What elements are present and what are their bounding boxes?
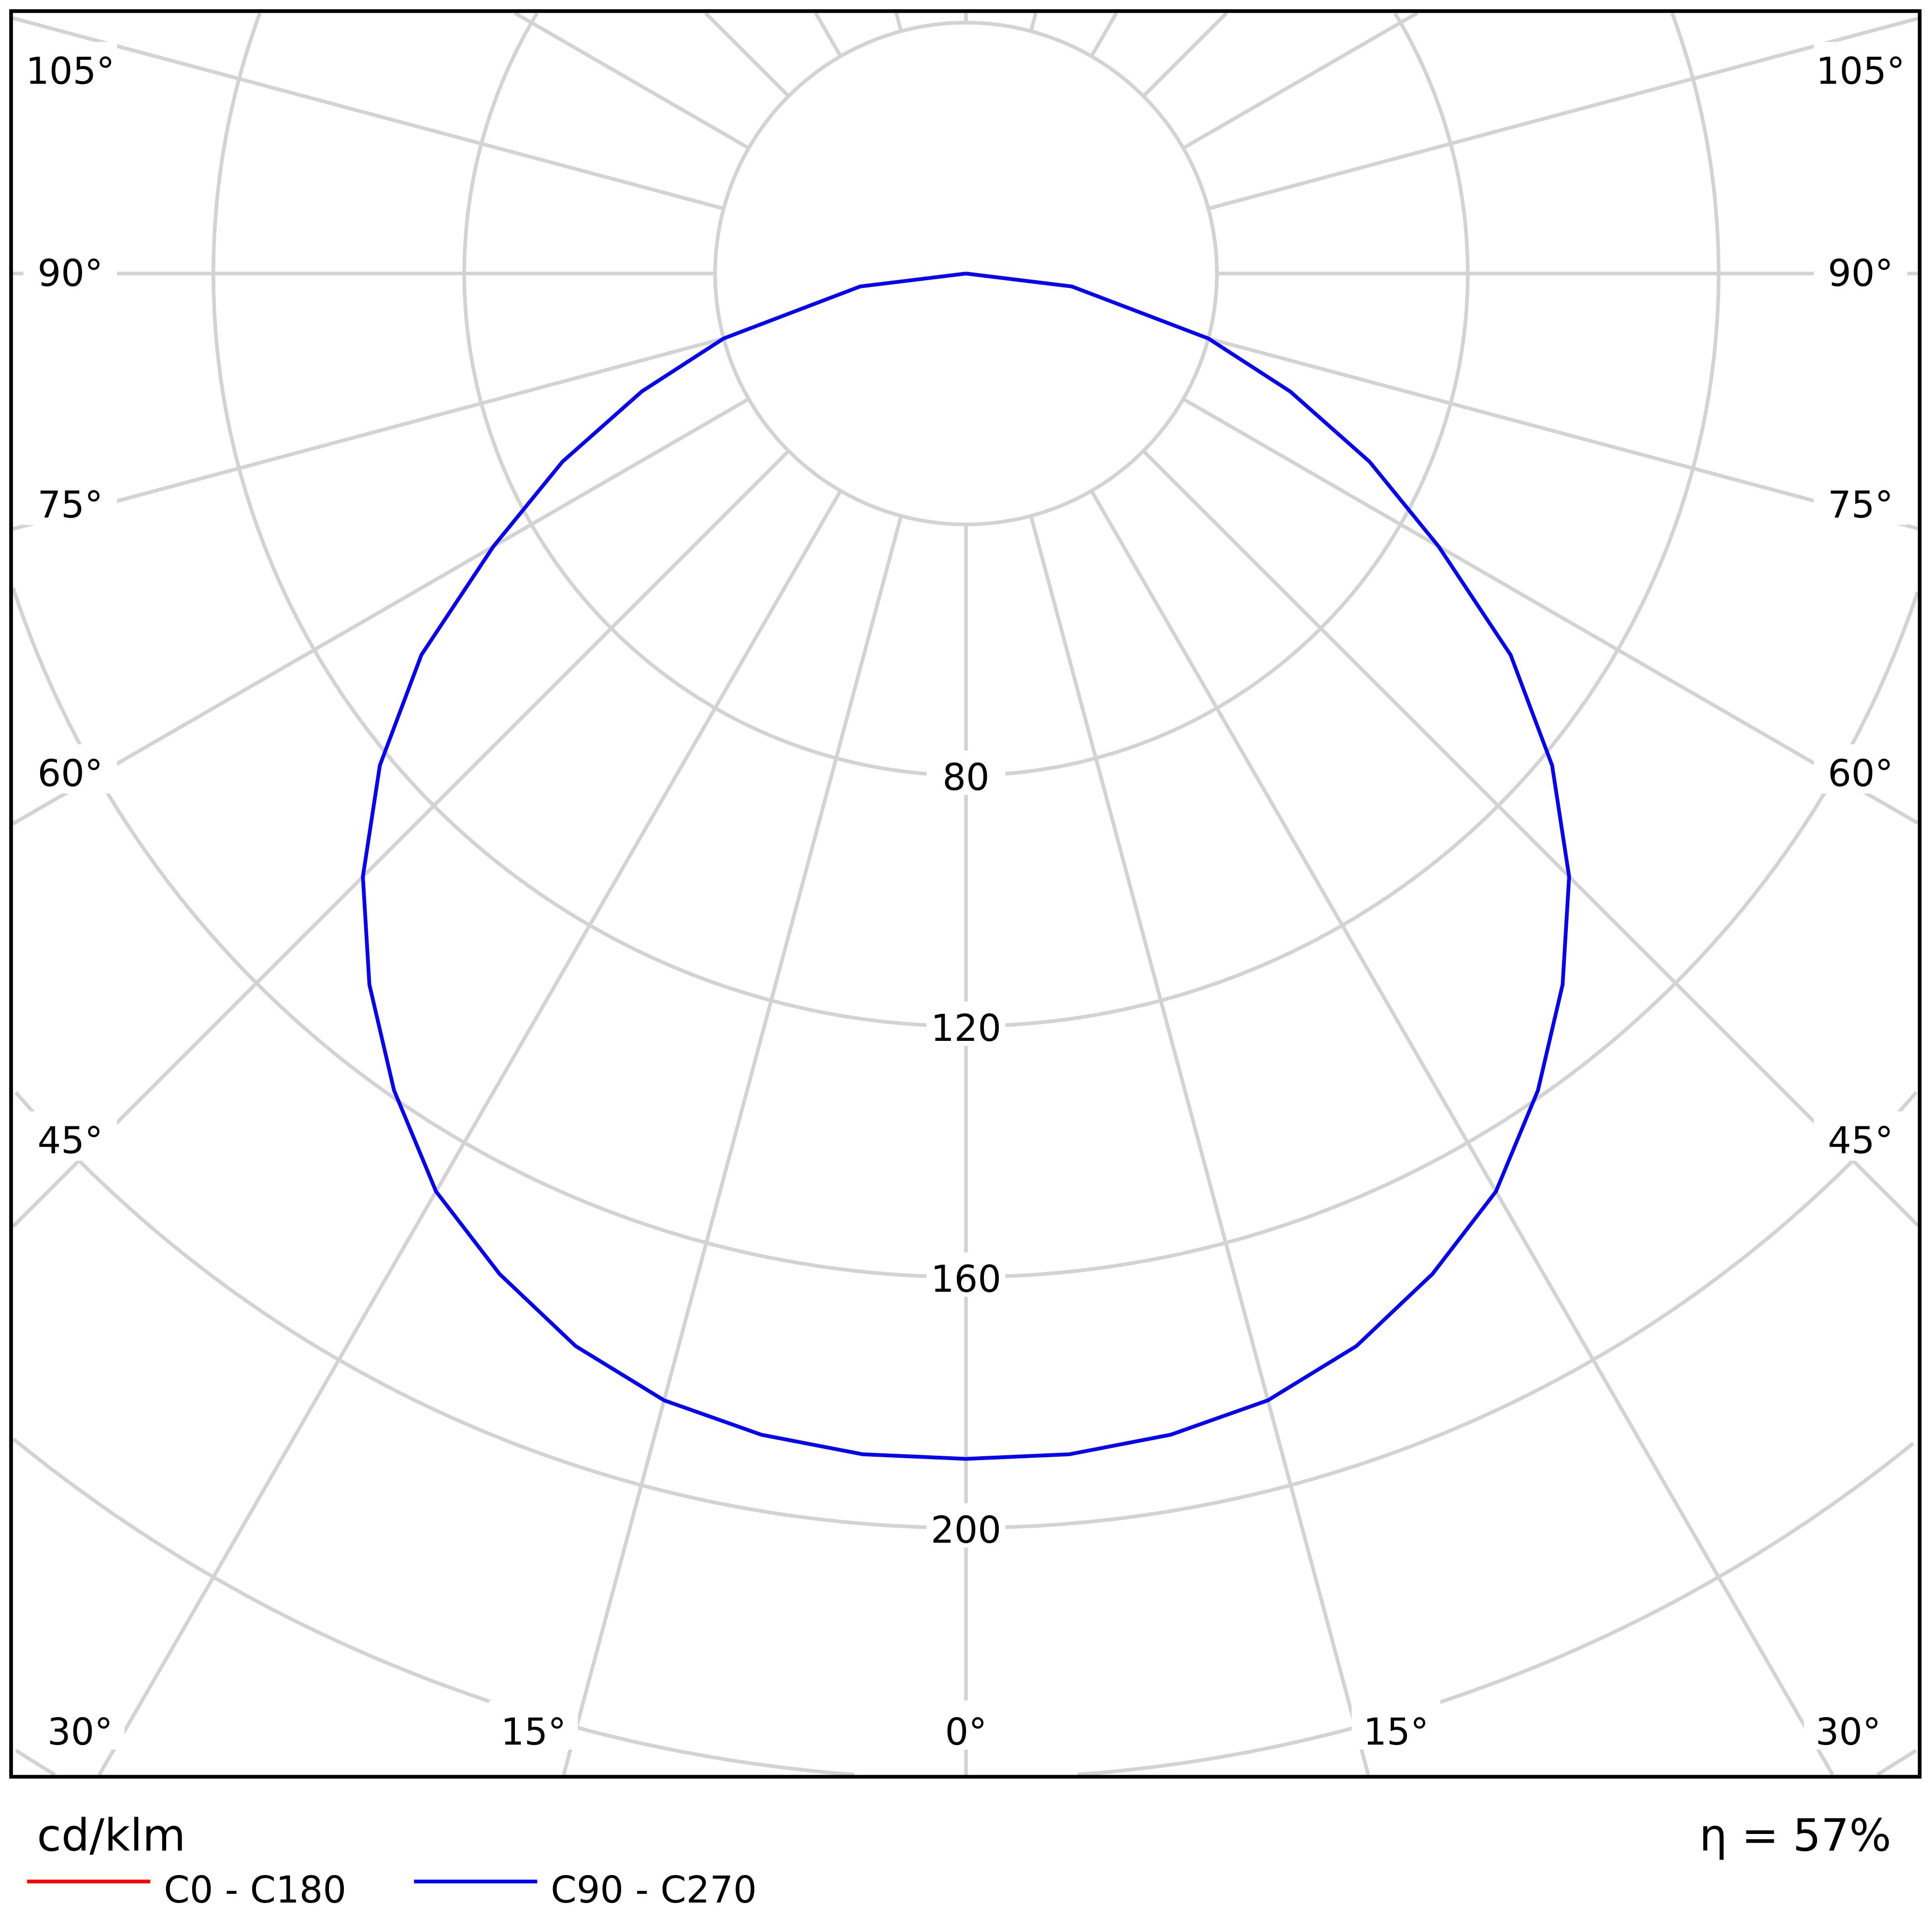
radial-grid-circle [966,591,1919,1279]
angle-tick-bg [35,1700,125,1750]
radial-grid-circle [14,1091,966,1530]
angle-spoke [12,337,724,531]
radial-tick-label: 200 [931,1509,1001,1552]
angle-tick-left: 90° [38,252,103,295]
angle-tick-bg [922,1700,1010,1750]
angle-spoke [1182,397,1919,825]
angle-spoke [1090,490,1834,1776]
angle-spoke [1182,11,1419,150]
radial-tick-label: 160 [931,1258,1001,1301]
angle-spoke [1208,16,1918,211]
radial-grid-circle [966,12,1720,1028]
radial-grid-circle [12,1437,855,1776]
radial-tick-bg [926,751,1006,795]
angle-tick-bg [23,244,117,294]
angle-tick-left: 75° [38,483,103,526]
angle-tick-bg [23,744,117,794]
angle-spoke [12,397,750,825]
radial-tick-label: 120 [931,1007,1001,1050]
angle-tick-right: 60° [1828,753,1893,796]
angle-spoke [1029,515,1370,1776]
radial-tick-bg [926,1252,1006,1297]
angle-spoke [1142,449,1919,1227]
angle-spoke [562,515,903,1776]
series-curve-1 [361,271,1571,1461]
angle-tick-left: 105° [26,50,114,93]
angle-tick-bottom: 15° [1363,1711,1429,1754]
angle-tick-right: 75° [1828,483,1893,526]
angle-tick-bottom: 30° [47,1711,113,1754]
angle-tick-left: 45° [38,1120,103,1163]
angle-tick-right: 45° [1828,1120,1893,1163]
angle-tick-bg [1814,42,1907,91]
radial-tick-bg [926,1503,1006,1548]
unit-label: cd/klm [37,1810,186,1861]
radial-grid-circle [11,587,966,1279]
legend-label-c0: C0 - C180 [164,1869,346,1912]
radial-grid-circle [15,1748,56,1776]
angle-spoke [1208,337,1918,531]
radial-grid-circle [1077,1442,1915,1776]
radial-grid-circle [966,12,1470,777]
radial-grid-circle [1876,1748,1917,1776]
angle-spoke [12,449,790,1228]
radial-grid-circle [966,1091,1918,1530]
radial-grid-circle [212,12,966,1028]
angle-spoke [1142,12,1228,98]
angle-tick-right: 105° [1816,50,1905,93]
angle-tick-left: 60° [38,753,103,796]
radial-tick-label: 80 [942,756,989,799]
angle-spoke [1090,12,1118,57]
angle-spoke [98,490,842,1776]
angle-tick-bg [1804,1700,1893,1750]
angle-spoke [1029,12,1038,32]
angle-tick-bg [1351,1700,1441,1750]
angle-tick-bottom: 15° [501,1711,567,1754]
efficiency-label: η = 57% [1699,1810,1891,1861]
angle-tick-bg [1814,1111,1907,1161]
angle-tick-bottom: 30° [1816,1711,1881,1754]
angle-spoke [894,12,903,32]
angle-spoke [704,12,790,98]
angle-tick-bottom: 0° [945,1711,987,1754]
legend-label-c90: C90 - C270 [551,1869,757,1912]
plot-frame [9,9,1922,1779]
angle-tick-bg [1814,244,1907,294]
angle-tick-bg [1814,744,1907,794]
radial-grid-circle [462,12,966,777]
angle-tick-right: 90° [1828,252,1893,295]
angle-spoke [12,16,724,211]
angle-tick-bg [1814,475,1907,525]
angle-spoke [814,12,842,57]
angle-tick-bg [23,475,117,525]
angle-tick-bg [23,1111,117,1161]
radial-tick-bg [926,1001,1006,1046]
angle-tick-bg [23,42,117,91]
angle-tick-bg [489,1700,578,1750]
angle-spoke [513,11,750,150]
